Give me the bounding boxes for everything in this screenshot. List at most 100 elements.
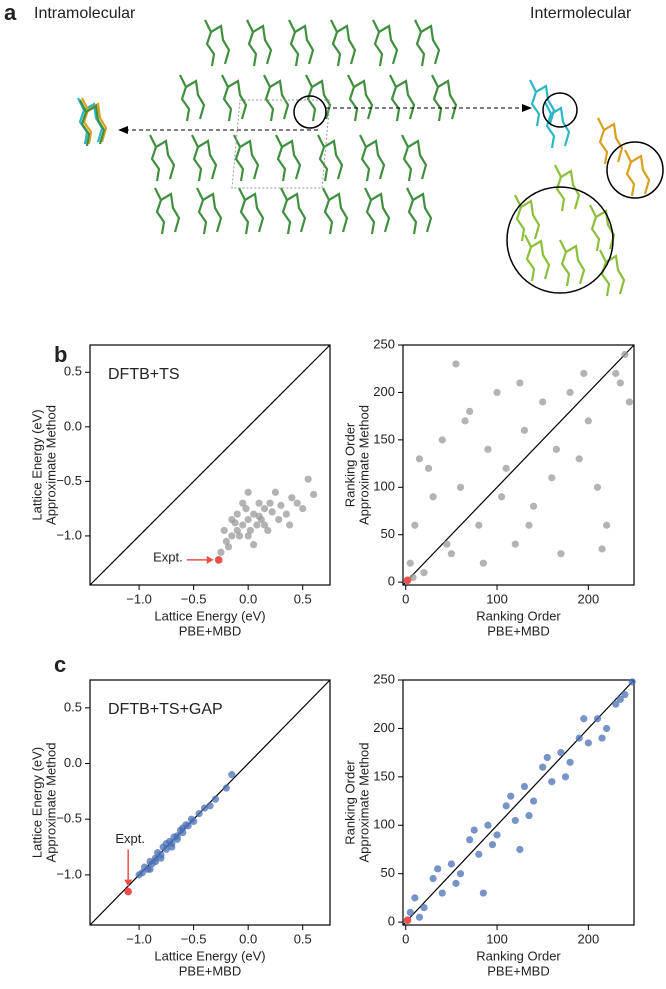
point	[603, 724, 611, 733]
y-tick-label: 0	[388, 574, 395, 589]
molecule	[280, 187, 292, 235]
molecule	[370, 192, 391, 233]
molecule	[269, 79, 290, 120]
molecule	[401, 134, 413, 182]
molecule	[514, 194, 526, 242]
molecule	[202, 192, 223, 233]
molecule	[204, 19, 216, 67]
molecule	[79, 99, 91, 147]
point	[233, 510, 241, 518]
molecule	[524, 234, 536, 282]
x-tick-label: 100	[486, 591, 508, 606]
point	[220, 526, 228, 535]
point	[616, 379, 624, 387]
point	[260, 505, 269, 513]
point	[603, 521, 611, 529]
x-tick-label: 0.5	[294, 931, 312, 946]
point	[244, 488, 252, 496]
point	[162, 840, 170, 848]
molecule	[336, 24, 357, 65]
molecule	[437, 79, 458, 120]
y-tick-label: −1.0	[56, 527, 82, 542]
point	[548, 474, 556, 482]
molecule	[365, 139, 386, 180]
point	[484, 821, 492, 829]
plot-frame	[402, 679, 635, 926]
molecule	[185, 79, 206, 120]
point	[557, 550, 565, 558]
y-axis-label: Approximate Method	[356, 743, 371, 863]
molecule	[246, 19, 258, 67]
point	[184, 822, 192, 830]
point	[282, 510, 290, 518]
annotation: DFTB+TS	[108, 366, 180, 383]
point	[621, 690, 629, 699]
point	[447, 550, 455, 558]
point	[516, 845, 524, 854]
y-tick-label: 50	[381, 526, 395, 541]
expt-arrow-head	[206, 555, 214, 564]
y-tick-label: 200	[373, 384, 395, 399]
x-axis-label: Ranking Order	[476, 608, 561, 623]
point	[420, 903, 428, 912]
point	[250, 541, 258, 549]
intramolecular-label: Intramolecular	[34, 5, 136, 22]
x-tick-label: −0.5	[181, 931, 207, 946]
molecule	[603, 122, 624, 163]
plot-frame	[402, 344, 635, 586]
point	[575, 734, 583, 742]
molecule	[565, 244, 586, 285]
molecule	[311, 79, 332, 120]
molecule	[244, 192, 265, 233]
point	[466, 836, 474, 844]
identity-line	[89, 344, 331, 586]
point	[246, 526, 254, 535]
cluster-circle	[506, 186, 614, 294]
point	[415, 913, 424, 921]
molecule	[407, 139, 428, 180]
molecule	[322, 187, 334, 235]
molecule	[196, 187, 208, 235]
x-axis-label: Lattice Energy (eV)	[154, 608, 265, 623]
point	[409, 573, 417, 582]
x-tick-label: 0.0	[239, 931, 257, 946]
molecule	[529, 79, 541, 127]
point	[157, 854, 165, 862]
molecule	[347, 74, 359, 122]
point	[516, 379, 524, 387]
crystal-diagram	[77, 19, 651, 297]
point	[260, 521, 269, 529]
x-tick-label: 200	[577, 931, 599, 946]
x-tick-label: 0	[402, 931, 409, 946]
molecule	[535, 84, 556, 125]
point	[612, 700, 620, 708]
expt-label: Expt.	[153, 549, 183, 564]
point	[447, 860, 455, 868]
point	[502, 464, 510, 472]
point	[584, 417, 592, 425]
point	[304, 475, 312, 483]
point	[420, 569, 428, 577]
y-tick-label: 200	[373, 720, 395, 735]
arrow-head	[118, 126, 128, 134]
molecule	[530, 239, 551, 280]
point	[575, 455, 583, 463]
point	[479, 889, 487, 897]
point	[507, 792, 515, 800]
molecule	[323, 139, 344, 180]
y-tick-label: 150	[373, 431, 395, 446]
point	[415, 455, 424, 463]
point	[195, 810, 203, 818]
molecule	[414, 19, 426, 67]
point	[217, 548, 225, 556]
point	[493, 831, 501, 839]
point	[299, 505, 307, 513]
molecule	[83, 102, 104, 143]
y-axis-label: Approximate Method	[43, 743, 58, 863]
molecule	[630, 154, 651, 195]
point	[179, 824, 187, 832]
panel-label: b	[54, 342, 67, 367]
point	[511, 540, 519, 548]
y-tick-label: −0.5	[56, 811, 82, 826]
